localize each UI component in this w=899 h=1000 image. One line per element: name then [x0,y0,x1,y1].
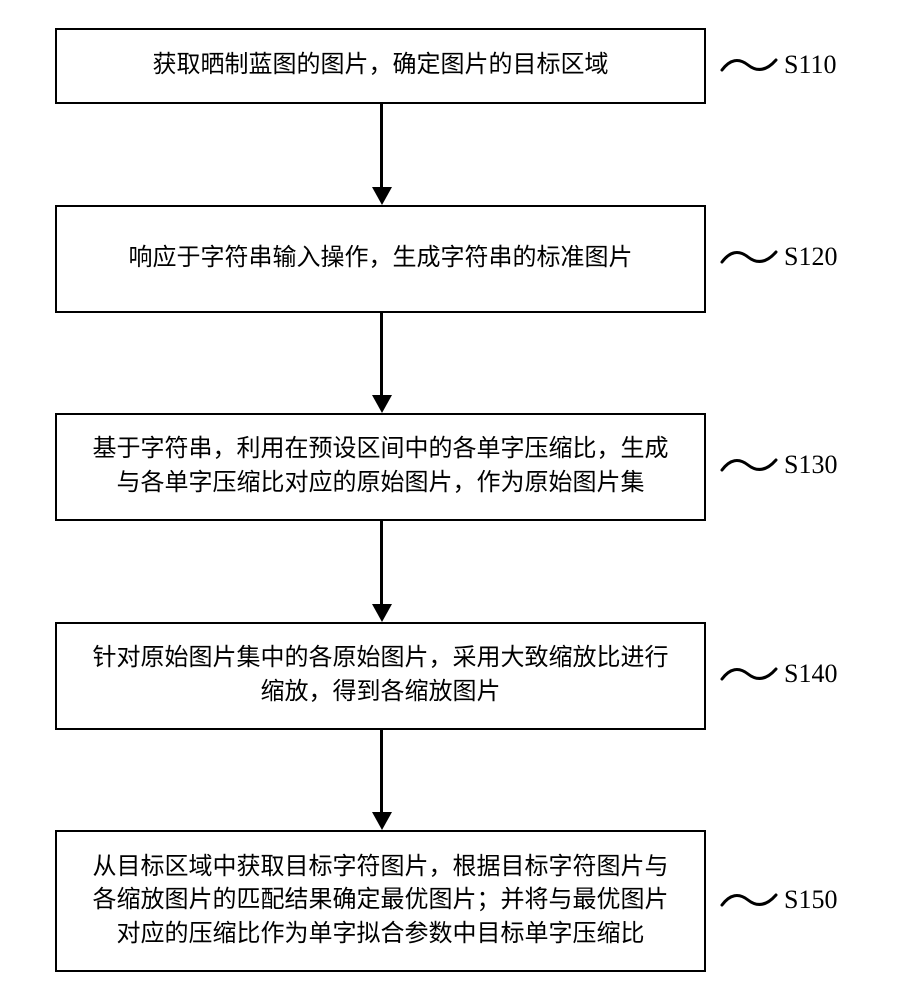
flow-text-s110: 获取晒制蓝图的图片，确定图片的目标区域 [153,49,609,83]
arrow-s110-s120 [380,104,383,187]
arrow-head-s130-s140 [372,604,392,622]
flow-text-s130: 基于字符串，利用在预设区间中的各单字压缩比，生成 与各单字压缩比对应的原始图片，… [93,433,669,500]
arrow-head-s140-s150 [372,812,392,830]
step-label-s130: S130 [784,450,837,480]
flow-box-s130: 基于字符串，利用在预设区间中的各单字压缩比，生成 与各单字压缩比对应的原始图片，… [55,413,706,521]
flow-box-s150: 从目标区域中获取目标字符图片，根据目标字符图片与 各缩放图片的匹配结果确定最优图… [55,830,706,972]
step-label-s120: S120 [784,242,837,272]
flow-box-s140: 针对原始图片集中的各原始图片，采用大致缩放比进行 缩放，得到各缩放图片 [55,622,706,730]
flow-text-s140: 针对原始图片集中的各原始图片，采用大致缩放比进行 缩放，得到各缩放图片 [93,642,669,709]
step-label-s140: S140 [784,659,837,689]
arrow-head-s120-s130 [372,395,392,413]
arrow-s120-s130 [380,313,383,395]
step-label-s150: S150 [784,885,837,915]
arrow-head-s110-s120 [372,187,392,205]
arrow-s130-s140 [380,521,383,604]
flow-box-s120: 响应于字符串输入操作，生成字符串的标准图片 [55,205,706,313]
flow-box-s110: 获取晒制蓝图的图片，确定图片的目标区域 [55,28,706,104]
flow-text-s150: 从目标区域中获取目标字符图片，根据目标字符图片与 各缩放图片的匹配结果确定最优图… [93,851,669,952]
step-label-s110: S110 [784,50,837,80]
flow-text-s120: 响应于字符串输入操作，生成字符串的标准图片 [129,242,633,276]
arrow-s140-s150 [380,730,383,812]
